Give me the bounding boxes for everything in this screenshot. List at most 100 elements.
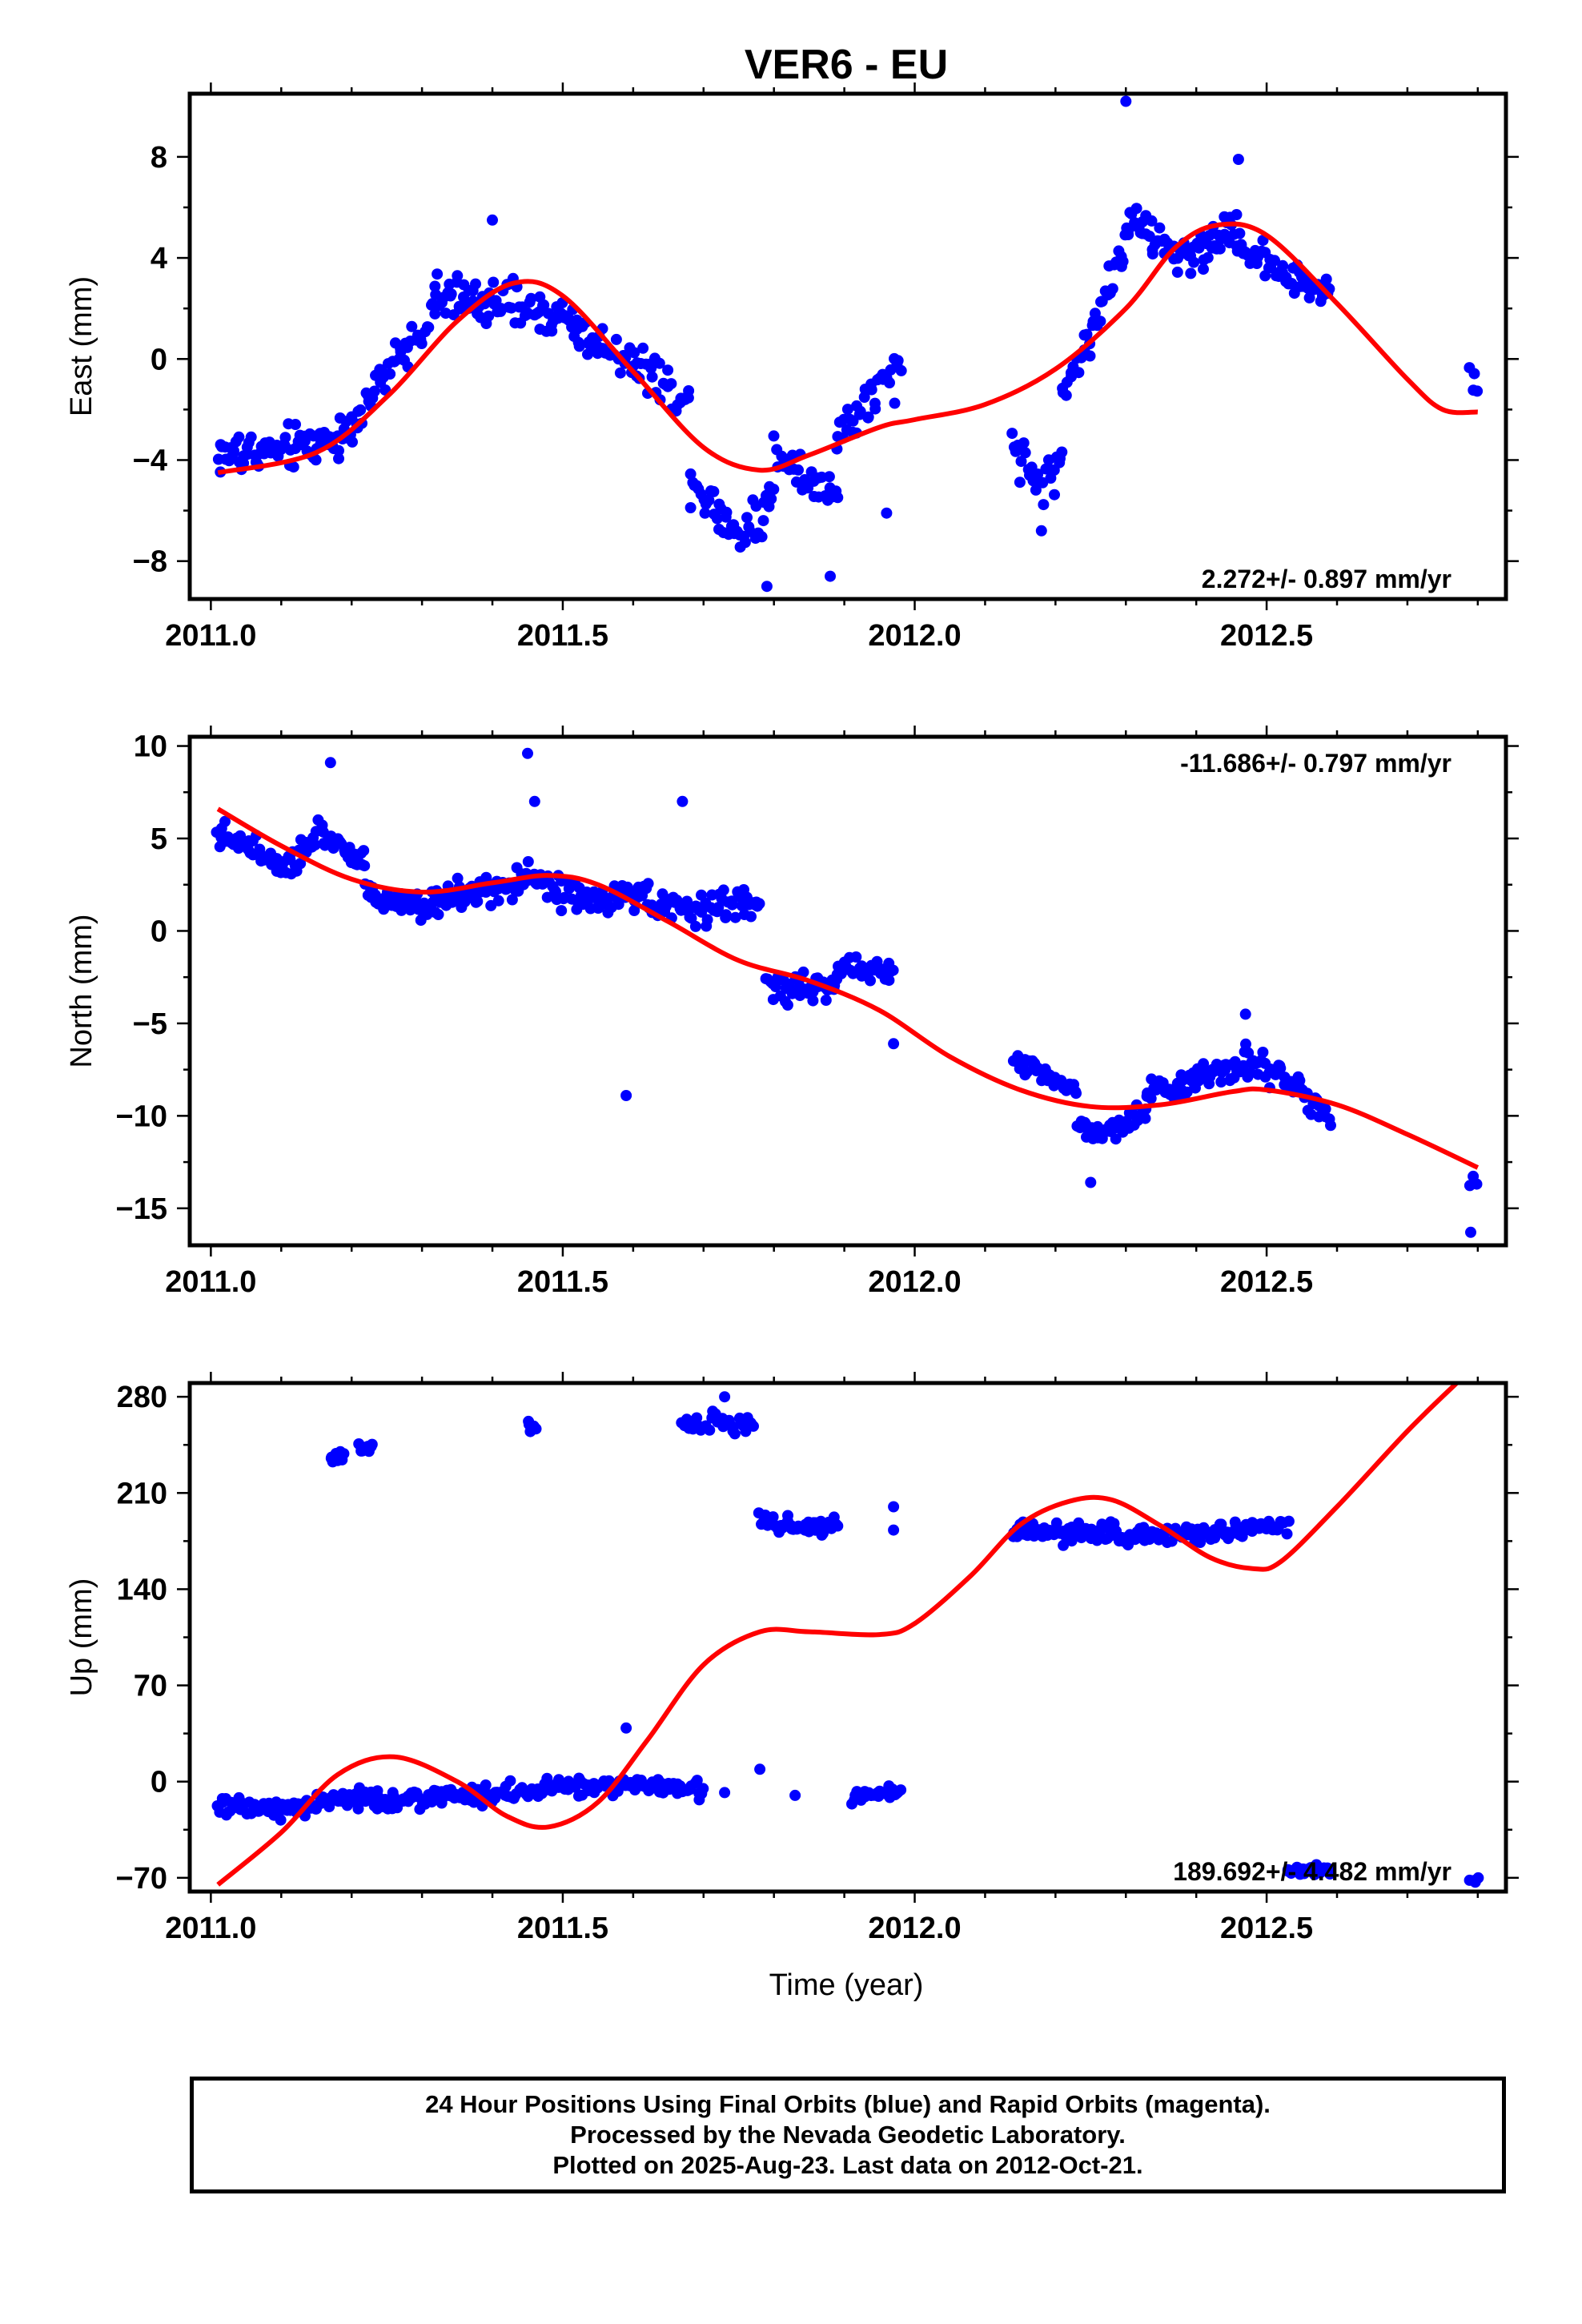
data-point: [1319, 1103, 1331, 1115]
data-point: [701, 914, 713, 926]
data-point: [884, 377, 895, 388]
data-point: [1240, 1038, 1251, 1050]
data-point: [541, 891, 553, 903]
data-point: [832, 492, 844, 504]
data-point: [1320, 273, 1332, 285]
data-point: [703, 494, 715, 506]
data-point: [309, 839, 321, 851]
data-point: [355, 404, 367, 416]
data-point: [768, 430, 780, 442]
data-point: [310, 454, 322, 466]
x-tick-label: 2012.0: [868, 619, 961, 653]
plot-frame: [187, 91, 1508, 601]
data-point: [324, 757, 336, 769]
data-point: [1006, 428, 1018, 440]
data-point: [333, 452, 344, 464]
data-point: [719, 1787, 731, 1799]
y-axis-title: Up (mm): [65, 1578, 98, 1697]
data-point: [1468, 368, 1480, 380]
data-point: [538, 299, 550, 311]
data-point: [416, 338, 428, 349]
data-point: [748, 1420, 759, 1432]
data-point: [1056, 446, 1068, 458]
x-tick-label: 2011.0: [165, 619, 256, 653]
data-point: [642, 878, 654, 890]
chart-title: VER6 - EU: [745, 42, 948, 88]
data-point: [756, 531, 768, 543]
data-point: [612, 1785, 624, 1797]
data-point: [888, 1524, 900, 1536]
data-point: [1143, 231, 1155, 242]
data-point: [685, 502, 697, 513]
y-tick-label: 140: [117, 1573, 167, 1606]
x-tick-label: 2011.0: [165, 1912, 256, 1945]
data-point: [1275, 1062, 1287, 1074]
data-point: [797, 966, 809, 978]
data-point: [729, 911, 741, 923]
data-point: [646, 371, 658, 383]
data-point: [1325, 1120, 1336, 1132]
data-point: [219, 815, 231, 827]
data-point: [711, 513, 723, 525]
data-point: [1139, 1112, 1151, 1124]
data-point: [1465, 1226, 1476, 1238]
data-point: [528, 795, 540, 807]
data-point: [522, 856, 534, 867]
data-point: [888, 1038, 900, 1050]
data-point: [741, 512, 753, 524]
y-tick-label: 210: [117, 1477, 167, 1510]
data-point: [888, 1501, 900, 1513]
data-point: [1060, 389, 1072, 401]
data-point: [1081, 328, 1093, 340]
data-point: [720, 909, 732, 921]
data-point: [245, 431, 257, 443]
data-point: [1146, 215, 1158, 227]
data-point: [697, 1783, 709, 1795]
data-point: [645, 362, 657, 374]
data-point: [1021, 1066, 1033, 1078]
x-tick-label: 2012.0: [868, 1265, 961, 1299]
data-point: [1122, 225, 1134, 237]
data-point: [492, 895, 504, 907]
data-point: [757, 515, 769, 527]
data-point: [452, 872, 464, 884]
data-point: [488, 276, 500, 288]
data-point: [556, 905, 568, 917]
data-point: [708, 485, 720, 497]
data-point: [685, 468, 697, 480]
data-point: [1070, 1086, 1082, 1098]
data-point: [677, 795, 689, 807]
data-point: [1049, 489, 1060, 501]
data-point: [487, 214, 498, 226]
data-point: [295, 858, 307, 870]
data-point: [423, 321, 435, 333]
data-point: [432, 268, 444, 280]
data-point: [525, 292, 537, 304]
plot-area: [211, 747, 1483, 1238]
data-point: [781, 999, 793, 1011]
data-point: [1058, 1539, 1070, 1551]
plot-area: [211, 1383, 1484, 1888]
data-point: [333, 444, 344, 456]
y-tick-label: −70: [116, 1862, 167, 1896]
data-point: [717, 884, 729, 896]
x-tick-label: 2011.5: [517, 1265, 608, 1299]
x-tick-label: 2011.5: [517, 1912, 608, 1945]
y-tick-label: −15: [116, 1192, 167, 1226]
data-point: [768, 484, 780, 495]
data-point: [352, 1803, 364, 1815]
data-point: [1018, 437, 1030, 449]
data-point: [452, 270, 464, 282]
y-axis-title: North (mm): [65, 914, 98, 1068]
data-point: [506, 894, 518, 906]
data-point: [883, 975, 895, 987]
up-panel: 2011.0 2011.5 2012.0 2012.5 −70 0 70 140 210 280 U…: [65, 1372, 1519, 1945]
x-tick-label: 2011.0: [165, 1265, 256, 1299]
data-point: [704, 1424, 716, 1436]
data-point: [713, 902, 725, 914]
data-point: [721, 506, 733, 518]
data-point: [881, 507, 893, 519]
data-point: [689, 920, 701, 932]
data-point: [1185, 267, 1197, 279]
data-point: [1203, 1078, 1215, 1090]
